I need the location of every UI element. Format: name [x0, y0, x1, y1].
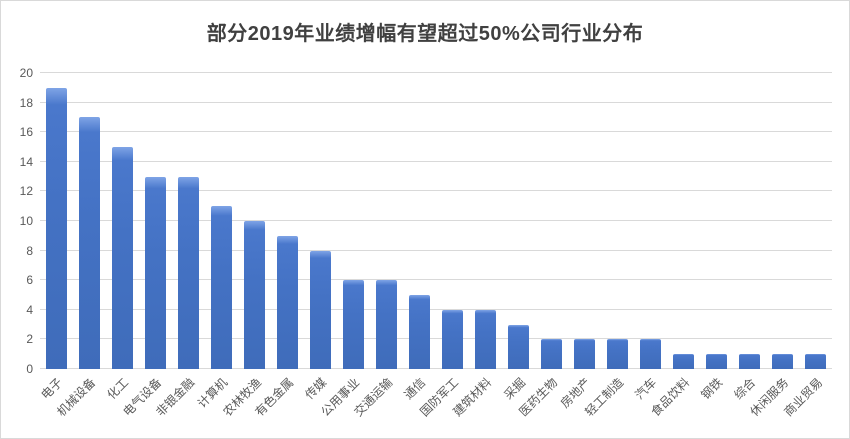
- bar-slot: [304, 73, 337, 369]
- bar: [606, 339, 629, 369]
- y-tick-label: 2: [26, 332, 33, 347]
- bar: [243, 221, 266, 369]
- gridline: [40, 190, 832, 192]
- y-tick-label: 8: [26, 243, 33, 258]
- bar-slot: [238, 73, 271, 369]
- bar-slot: [73, 73, 106, 369]
- bar-slot: [205, 73, 238, 369]
- bar-slot: [172, 73, 205, 369]
- chart-title: 部分2019年业绩增幅有望超过50%公司行业分布: [206, 23, 644, 45]
- bar: [78, 117, 101, 369]
- bar: [177, 176, 200, 369]
- bar-slot: [40, 73, 73, 369]
- gridline: [40, 160, 832, 162]
- y-tick-label: 4: [26, 302, 33, 317]
- x-tick-label: 采掘: [500, 375, 528, 403]
- y-tick-label: 12: [19, 184, 33, 199]
- bar-slot: [601, 73, 634, 369]
- gridline: [40, 220, 832, 221]
- y-tick-label: 0: [26, 362, 33, 376]
- bar-slot: [535, 73, 568, 369]
- bar: [408, 295, 431, 369]
- bar-slot: [106, 73, 139, 369]
- bar-slot: [634, 73, 667, 369]
- bar: [342, 280, 365, 369]
- x-tick-label: 通信: [401, 375, 429, 403]
- y-tick-label: 6: [26, 273, 33, 288]
- bar: [705, 354, 728, 369]
- gridline: [40, 72, 832, 73]
- y-tick-label: 10: [19, 214, 33, 228]
- bar-slot: [436, 73, 469, 369]
- bar: [540, 339, 563, 369]
- x-tick-label: 综合: [731, 375, 759, 403]
- x-tick-label: 钢铁: [698, 375, 726, 403]
- bar-slot: [139, 73, 172, 369]
- bar-slot: [667, 73, 700, 369]
- bar: [375, 280, 398, 369]
- y-axis: 0 2 4 6 8 10 12 14 16 18 20: [7, 67, 33, 375]
- bar: [507, 324, 530, 369]
- gridline: [40, 279, 832, 281]
- gridline: [40, 338, 832, 340]
- x-tick-label: 汽车: [632, 375, 660, 403]
- bar-slot: [733, 73, 766, 369]
- x-axis-labels: 电子 机械设备 化工 电气设备 非银金融 计算机 农林牧渔 有色金属 传媒 公用事业 交通运输 通信国…: [38, 372, 832, 438]
- bar: [474, 309, 497, 369]
- x-tick-label: 化工: [104, 375, 132, 403]
- bar-slot: [403, 73, 436, 369]
- bar: [771, 354, 794, 369]
- bar-slot: [502, 73, 535, 369]
- gridline: [40, 308, 832, 310]
- bar: [804, 354, 827, 369]
- y-tick-label: 14: [19, 154, 33, 169]
- bar: [672, 354, 695, 369]
- plot-area: [40, 72, 832, 369]
- y-tick-label: 16: [19, 125, 33, 140]
- x-tick-label: 电子: [38, 375, 66, 403]
- y-tick-label: 20: [19, 66, 33, 80]
- bar: [144, 176, 167, 369]
- bar: [45, 87, 68, 369]
- bar-slot: [700, 73, 733, 369]
- bar: [738, 354, 761, 369]
- bar: [441, 309, 464, 369]
- bar: [573, 339, 596, 369]
- gridline: [40, 101, 832, 103]
- bar-slot: [271, 73, 304, 369]
- bar: [210, 206, 233, 369]
- gridline: [40, 249, 832, 251]
- bar-slot: [337, 73, 370, 369]
- bar: [276, 235, 299, 369]
- x-tick-label: 传媒: [302, 375, 330, 403]
- y-tick-label: 18: [19, 95, 33, 110]
- bar-slot: [469, 73, 502, 369]
- bar-slot: [370, 73, 403, 369]
- bar: [111, 147, 134, 369]
- bars-row: [40, 73, 832, 369]
- bar-slot: [568, 73, 601, 369]
- bar-slot: [799, 73, 832, 369]
- bar-slot: [766, 73, 799, 369]
- bar: [639, 339, 662, 369]
- gridline: [40, 131, 832, 133]
- bar: [309, 250, 332, 369]
- gridline: [40, 368, 832, 369]
